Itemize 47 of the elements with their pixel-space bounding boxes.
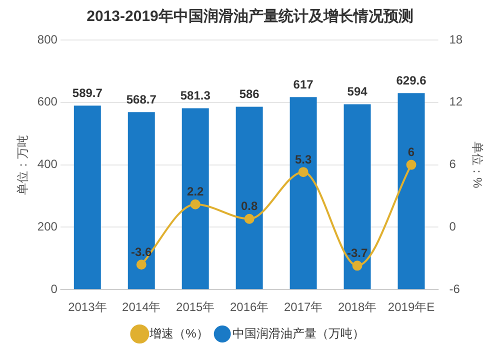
legend-label: 增速（%）	[148, 326, 208, 340]
y-tick-label: 200	[37, 220, 58, 234]
y2-tick-label: -6	[449, 282, 460, 296]
x-tick-label: 2017年	[284, 300, 323, 314]
bar	[182, 108, 209, 290]
data-label: 586	[239, 87, 260, 102]
data-label: 2.2	[187, 184, 204, 199]
y-tick-label: 800	[37, 32, 58, 46]
data-label: 629.6	[396, 73, 427, 88]
chart-title: 2013-2019年中国润滑油产量统计及增长情况预测	[86, 7, 414, 26]
x-tick-label: 2013年	[68, 300, 107, 314]
y-tick-label: 400	[37, 157, 58, 172]
data-label: 5.3	[294, 152, 312, 166]
y2-tick-label: 18	[449, 32, 463, 46]
point	[136, 260, 146, 270]
x-tick-label: 2019年E	[388, 300, 435, 314]
point	[352, 260, 362, 271]
y2-axis-title: 单位：%	[470, 141, 484, 188]
bar	[236, 106, 263, 290]
y2-tick-label: 0	[449, 220, 456, 234]
y-tick-label: 600	[37, 94, 58, 109]
x-tick-label: 2016年	[230, 300, 269, 314]
bar	[128, 112, 155, 290]
data-label: 589.7	[72, 86, 103, 100]
x-tick-label: 2014年	[122, 300, 161, 314]
point	[298, 167, 308, 178]
point	[244, 214, 254, 224]
x-tick-label: 2015年	[176, 300, 215, 314]
data-label: 594	[347, 84, 368, 99]
bar	[398, 93, 425, 290]
data-label: 0.8	[240, 199, 258, 214]
y2-tick-label: 6	[449, 157, 456, 172]
bar	[344, 104, 371, 290]
bar	[74, 106, 101, 290]
point	[190, 199, 200, 210]
data-label: 568.7	[126, 92, 157, 106]
x-tick-label: 2018年	[338, 300, 377, 314]
data-label: 6	[408, 145, 415, 160]
data-label: 581.3	[180, 88, 211, 103]
bar	[290, 97, 317, 290]
data-label: -3.7	[346, 246, 368, 260]
legend-label: 中国润滑油产量（万吨）	[232, 326, 364, 340]
point	[406, 160, 416, 170]
y-axis-title: 单位：万吨	[16, 134, 30, 195]
y2-tick-label: 12	[449, 94, 463, 109]
y-tick-label: 0	[50, 282, 58, 296]
data-label: 617	[293, 77, 314, 92]
